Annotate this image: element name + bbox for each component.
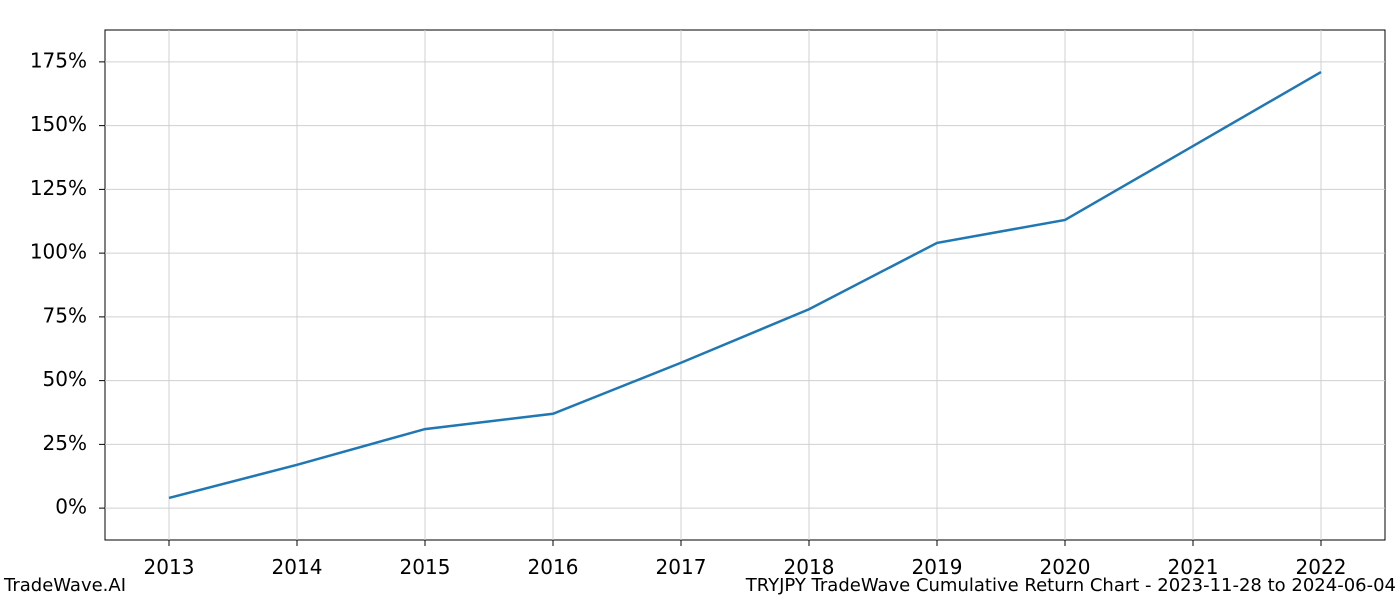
x-tick-label: 2017 [656,555,707,579]
y-tick-label: 125% [30,176,87,200]
y-tick-label: 75% [43,303,87,327]
x-tick-label: 2016 [528,555,579,579]
return-chart: 0% 25% 50% 75% 100% 125% 150% 175% 2013 2014 2015 2… [0,0,1400,600]
y-tick-label: 175% [30,48,87,72]
data-series-line [169,72,1321,498]
y-tick-label: 0% [55,495,87,519]
x-tick-label: 2014 [272,555,323,579]
x-tick-label: 2015 [400,555,451,579]
footer-brand: TradeWave.AI [4,575,126,596]
x-tick-label: 2013 [144,555,195,579]
y-tick-label: 150% [30,112,87,136]
footer-caption: TRYJPY TradeWave Cumulative Return Chart… [746,575,1396,596]
y-tick-label: 50% [43,367,87,391]
y-tick-label: 100% [30,240,87,264]
y-tick-label: 25% [43,431,87,455]
